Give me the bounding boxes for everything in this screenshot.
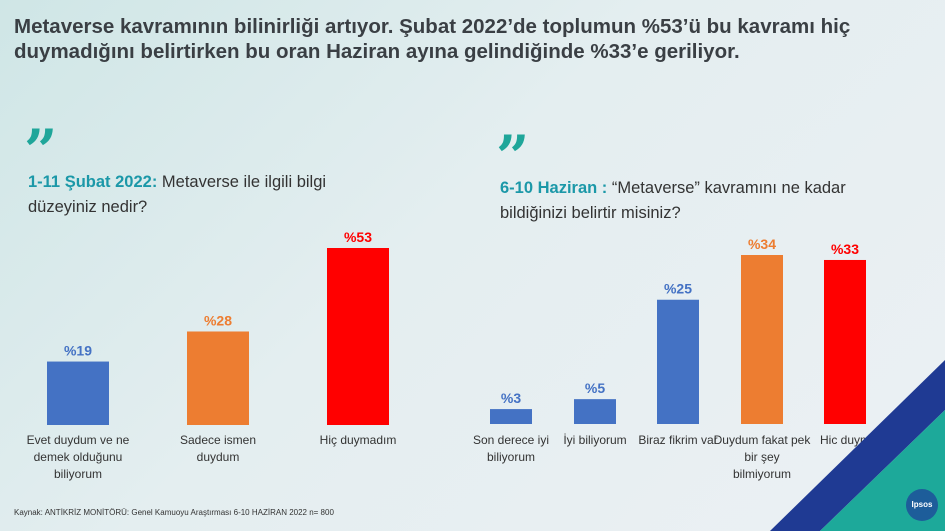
feb-value-label-1: %19 xyxy=(64,343,92,359)
left-question: 1-11 Şubat 2022: Metaverse ile ilgili bi… xyxy=(28,170,398,220)
feb-bar-3 xyxy=(327,248,389,425)
right-question-period: 6-10 Haziran : xyxy=(500,179,608,197)
headline: Metaverse kavramının bilinirliği artıyor… xyxy=(14,15,851,63)
right-question-text: “Metaverse” kavramını ne kadar bildiğini… xyxy=(500,179,846,222)
feb-category-label-1: Evet duydum ve ne demek olduğunu biliyorum xyxy=(27,433,130,481)
left-question-period: 1-11 Şubat 2022: xyxy=(28,173,158,191)
jun-bar-3 xyxy=(657,299,699,424)
feb-value-label-2: %28 xyxy=(204,312,232,328)
jun-category-label-2: İyi biliyorum xyxy=(563,433,626,447)
jun-value-label-2: %5 xyxy=(585,380,605,396)
feb-category-label-3: Hiç duymadım xyxy=(320,433,397,447)
ipsos-logo: Ipsos xyxy=(906,489,938,521)
feb-value-label-3: %53 xyxy=(344,229,372,245)
jun-category-label-3: Biraz fikrim var xyxy=(638,433,717,447)
jun-value-label-1: %3 xyxy=(501,390,521,406)
jun-value-label-3: %25 xyxy=(664,281,692,297)
jun-bar-1 xyxy=(490,409,532,424)
jun-bar-4 xyxy=(741,255,783,424)
feb-bar-1 xyxy=(47,361,109,425)
source-note: Kaynak: ANTİKRİZ MONİTÖRÜ: Genel Kamuoyu… xyxy=(14,508,334,517)
jun-bar-5 xyxy=(824,259,866,424)
jun-value-label-5: %33 xyxy=(831,241,859,257)
jun-category-label-1: Son derece iyi biliyorum xyxy=(473,433,549,464)
quote-icon-right: ” xyxy=(496,123,530,191)
jun-value-label-4: %34 xyxy=(748,236,776,252)
feb-category-label-2: Sadece ismen duydum xyxy=(180,433,256,464)
jun-bar-2 xyxy=(574,399,616,424)
right-question: 6-10 Haziran : “Metaverse” kavramını ne … xyxy=(500,176,880,226)
feb-bar-2 xyxy=(187,331,249,425)
left-question-text: Metaverse ile ilgili bilgi düzeyiniz ned… xyxy=(28,173,327,216)
corner-stripe-blue xyxy=(770,360,945,531)
jun-category-label-4: Duydum fakat pek bir şey bilmiyorum xyxy=(714,433,812,481)
jun-category-label-5: Hic duym xyxy=(820,433,870,447)
quote-icon-left: ” xyxy=(24,117,58,185)
